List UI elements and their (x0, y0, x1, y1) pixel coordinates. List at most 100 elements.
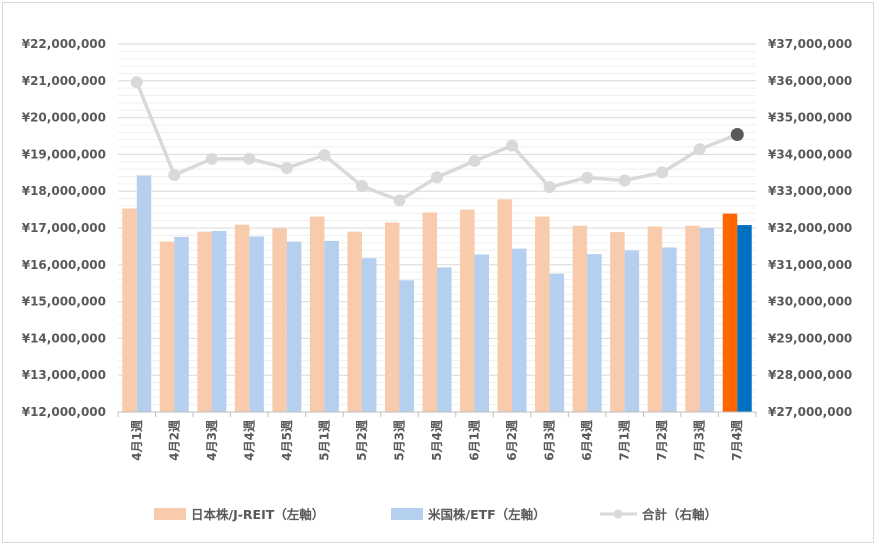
legend-label-us: 米国株/ETF（左軸） (427, 507, 546, 522)
right-axis-tick-label: ¥36,000,000 (768, 74, 852, 88)
category-label: 4月5週 (279, 420, 294, 461)
bar-us (699, 228, 715, 412)
left-axis-tick-label: ¥21,000,000 (22, 74, 106, 88)
left-axis-tick-label: ¥13,000,000 (22, 368, 106, 382)
bars (122, 175, 752, 412)
bar-us (587, 254, 602, 412)
category-label: 6月4週 (579, 420, 594, 461)
right-axis-tick-label: ¥35,000,000 (768, 111, 852, 125)
total-line (130, 76, 744, 207)
category-label: 6月1週 (467, 420, 482, 461)
right-axis: ¥27,000,000 ¥28,000,000 ¥29,000,000 ¥30,000… (768, 37, 852, 419)
bar-us (136, 175, 152, 412)
bar-japan (384, 222, 400, 412)
total-point (355, 180, 368, 193)
right-axis-tick-label: ¥31,000,000 (768, 258, 852, 272)
right-axis-tick-label: ¥34,000,000 (768, 147, 852, 161)
category-label: 5月1週 (316, 420, 331, 461)
legend-label-japan: 日本株/J-REIT（左軸） (191, 507, 324, 522)
category-label: 5月2週 (354, 420, 369, 461)
bar-japan (234, 224, 250, 412)
total-point (618, 174, 631, 187)
left-axis-tick-label: ¥20,000,000 (22, 111, 106, 125)
category-label: 7月4週 (729, 420, 744, 461)
total-point (393, 194, 406, 207)
right-axis-tick-label: ¥32,000,000 (768, 221, 852, 235)
total-point (243, 152, 256, 165)
bar-japan (347, 231, 362, 412)
bar-us (249, 236, 264, 412)
bar-japan (309, 216, 325, 412)
category-label: 6月3週 (542, 420, 557, 461)
bar-us (286, 241, 302, 412)
right-axis-tick-label: ¥30,000,000 (768, 295, 852, 309)
bar-japan (272, 228, 287, 412)
legend-swatch-total-marker (613, 509, 623, 519)
left-axis-tick-label: ¥22,000,000 (22, 37, 106, 51)
bar-us (211, 230, 227, 412)
right-axis-tick-label: ¥27,000,000 (768, 405, 852, 419)
left-axis-tick-label: ¥16,000,000 (22, 258, 106, 272)
bar-us (361, 258, 377, 412)
bar-us (549, 273, 565, 412)
right-axis-tick-label: ¥33,000,000 (768, 184, 852, 198)
bar-japan (497, 199, 513, 412)
bar-japan (460, 209, 475, 412)
total-point (205, 152, 218, 165)
total-point (468, 155, 481, 168)
category-label: 4月2週 (166, 420, 181, 461)
category-label: 4月1週 (129, 420, 144, 461)
right-axis-tick-label: ¥37,000,000 (768, 37, 852, 51)
total-point (693, 143, 706, 156)
category-label: 4月4週 (241, 420, 256, 461)
legend: 日本株/J-REIT（左軸） 米国株/ETF（左軸） 合計（右軸） (154, 507, 717, 522)
category-label: 7月2週 (654, 420, 669, 461)
bar-us (399, 280, 414, 412)
category-label: 5月3週 (391, 420, 406, 461)
legend-swatch-us (391, 508, 423, 520)
total-point (318, 149, 331, 162)
total-point (431, 171, 443, 184)
left-axis-tick-label: ¥17,000,000 (22, 221, 106, 235)
left-axis-tick-label: ¥12,000,000 (22, 405, 106, 419)
right-axis-tick-label: ¥28,000,000 (768, 368, 852, 382)
category-label: 7月3週 (692, 420, 707, 461)
bar-us (512, 248, 527, 412)
total-point (506, 139, 519, 152)
legend-label-total: 合計（右軸） (642, 507, 717, 522)
left-axis-tick-label: ¥18,000,000 (22, 184, 106, 198)
bar-us (437, 267, 452, 412)
left-axis: ¥12,000,000 ¥13,000,000 ¥14,000,000 ¥15,000… (22, 37, 106, 419)
bar-us (174, 236, 189, 412)
bar-japan (572, 225, 588, 412)
bar-japan (610, 232, 625, 412)
total-point (168, 169, 181, 182)
left-axis-tick-label: ¥19,000,000 (22, 147, 106, 161)
bar-us (324, 240, 339, 412)
bar-us (662, 247, 677, 412)
bar-japan (159, 241, 175, 412)
category-label: 7月1週 (617, 420, 632, 461)
x-axis: 4月1週 4月2週 4月3週 4月4週 4月5週 5月1週 5月2週 5月3週 5月4週 6月1週… (117, 411, 757, 461)
left-axis-tick-label: ¥14,000,000 (22, 331, 106, 345)
total-point (130, 76, 143, 89)
total-point (730, 128, 744, 142)
total-point (543, 181, 556, 194)
bar-us (474, 254, 490, 412)
left-axis-tick-label: ¥15,000,000 (22, 295, 106, 309)
bar-us (624, 250, 640, 412)
total-point (581, 171, 594, 184)
bar-japan (647, 226, 663, 412)
bar-japan (722, 213, 738, 412)
total-point (656, 166, 669, 179)
category-label: 4月3週 (204, 420, 219, 461)
category-label: 5月4週 (429, 420, 444, 461)
bar-japan (122, 208, 137, 412)
bar-japan (197, 231, 212, 412)
bar-japan (422, 212, 437, 412)
category-label: 6月2週 (504, 420, 519, 461)
bar-us (737, 225, 752, 412)
bar-japan (535, 216, 550, 412)
right-axis-tick-label: ¥29,000,000 (768, 331, 852, 345)
